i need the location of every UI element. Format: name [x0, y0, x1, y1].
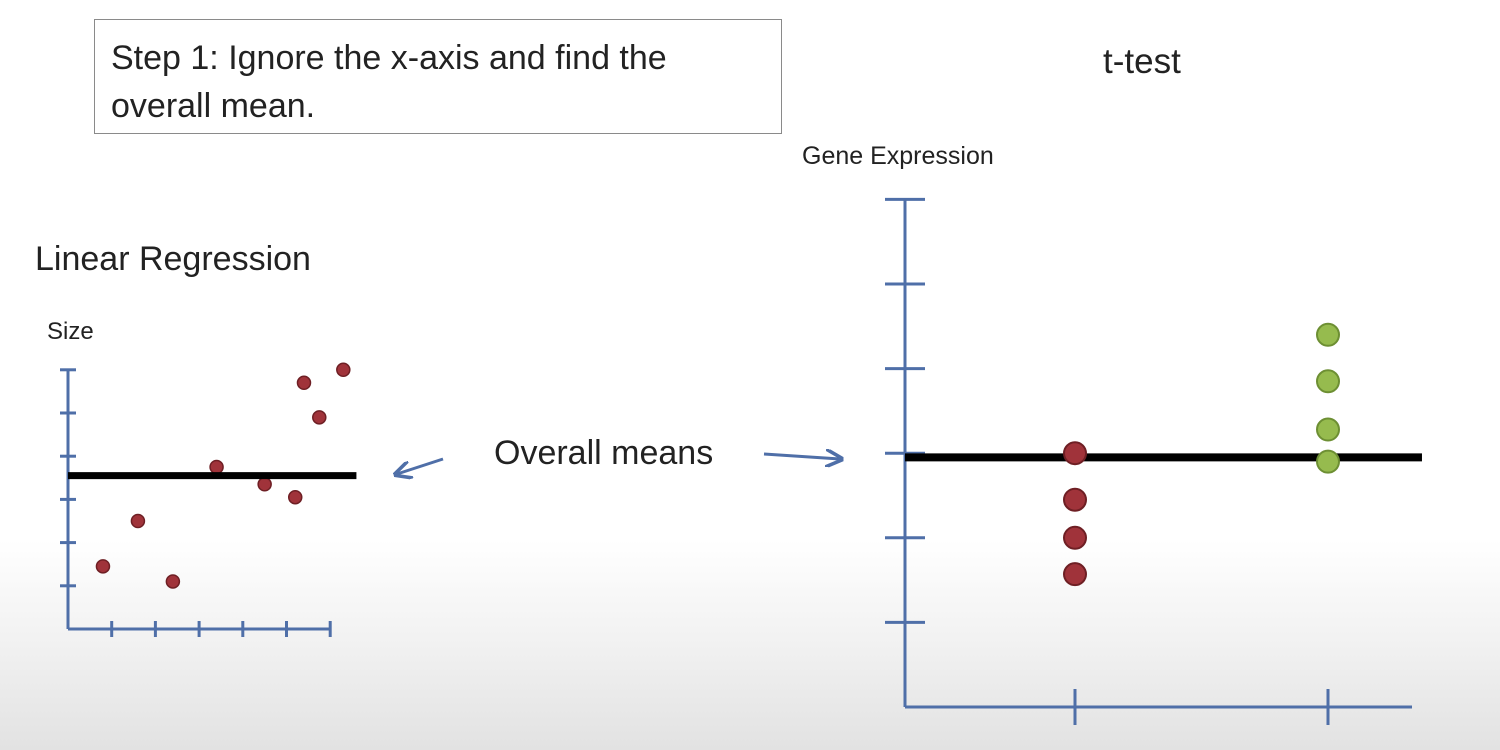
- lr-data-point: [95, 559, 111, 574]
- arrow-to-regression-mean: [397, 457, 444, 474]
- ttest-title: t-test: [1103, 42, 1181, 81]
- lr-data-point: [287, 489, 303, 505]
- step-instruction-text: Step 1: Ignore the x-axis and find the o…: [111, 39, 667, 125]
- ttest-green-point: [1316, 369, 1340, 394]
- lr-data-point: [209, 459, 224, 475]
- ttest-green-point: [1316, 449, 1340, 474]
- ttest-green-point: [1316, 417, 1340, 442]
- linear-regression-title: Linear Regression: [35, 240, 311, 278]
- linear-regression-chart: [60, 362, 357, 637]
- lr-data-point: [165, 574, 181, 589]
- lr-data-point: [257, 477, 272, 492]
- ttest-red-point: [1063, 525, 1087, 550]
- ttest-red-point: [1063, 441, 1087, 466]
- ttest-red-point: [1063, 487, 1087, 512]
- ttest-red-point: [1063, 562, 1087, 587]
- gene-expression-axis-label: Gene Expression: [802, 142, 994, 170]
- lr-data-point: [130, 513, 146, 529]
- step-instruction-box: Step 1: Ignore the x-axis and find the o…: [94, 19, 782, 134]
- lr-data-point: [312, 410, 327, 425]
- overall-means-label: Overall means: [494, 434, 714, 472]
- lr-data-point: [336, 362, 351, 378]
- size-axis-label: Size: [47, 318, 94, 345]
- ttest-chart: [885, 197, 1422, 725]
- arrow-to-ttest-mean: [763, 454, 840, 459]
- lr-data-point: [296, 375, 312, 391]
- ttest-green-point: [1316, 322, 1340, 347]
